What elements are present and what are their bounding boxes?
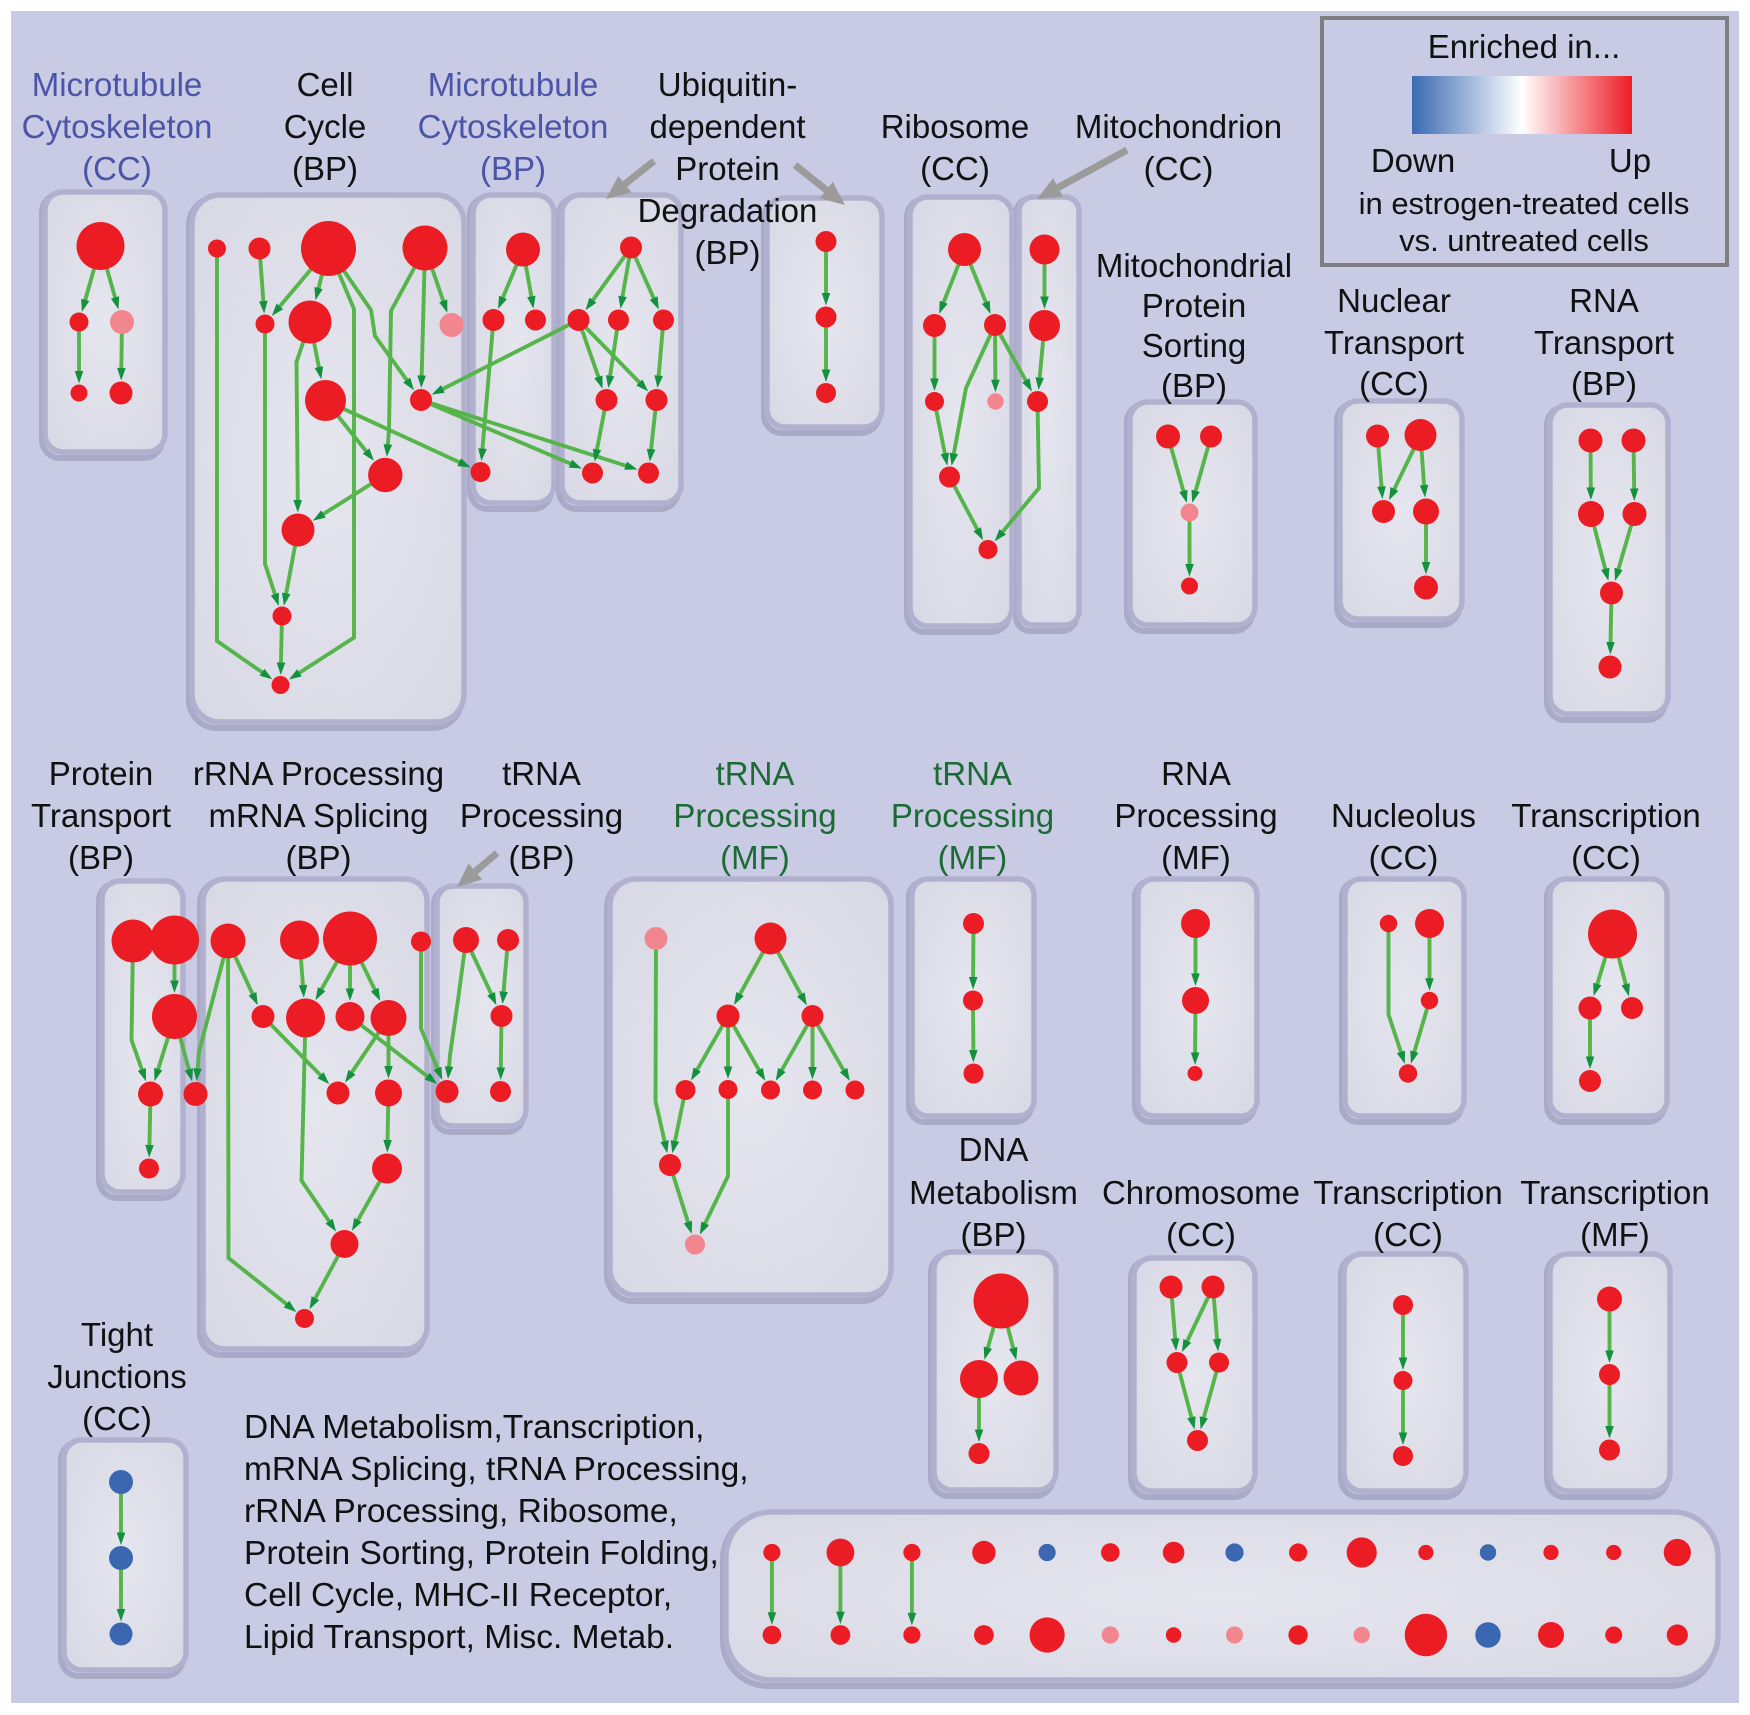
svg-text:Protein: Protein <box>675 150 780 187</box>
svg-text:Sorting: Sorting <box>1142 327 1247 364</box>
svg-text:(MF): (MF) <box>938 839 1008 876</box>
svg-text:Chromosome: Chromosome <box>1102 1174 1300 1211</box>
svg-text:(CC): (CC) <box>1144 150 1214 187</box>
svg-text:Down: Down <box>1371 142 1455 179</box>
svg-text:Mitochondrial: Mitochondrial <box>1096 247 1292 284</box>
svg-text:vs. untreated cells: vs. untreated cells <box>1399 223 1649 258</box>
svg-text:Cytoskeleton: Cytoskeleton <box>22 108 213 145</box>
svg-text:Enriched in...: Enriched in... <box>1428 28 1621 65</box>
svg-text:mRNA Splicing: mRNA Splicing <box>208 797 428 834</box>
svg-text:(BP): (BP) <box>509 839 575 876</box>
svg-text:Nuclear: Nuclear <box>1337 282 1451 319</box>
svg-text:dependent: dependent <box>650 108 806 145</box>
svg-text:in estrogen-treated cells: in estrogen-treated cells <box>1359 186 1690 221</box>
svg-text:(BP): (BP) <box>480 150 546 187</box>
svg-text:Processing: Processing <box>1114 797 1277 834</box>
svg-text:(CC): (CC) <box>1571 839 1641 876</box>
svg-text:Processing: Processing <box>460 797 623 834</box>
svg-text:Ribosome: Ribosome <box>881 108 1030 145</box>
svg-text:(CC): (CC) <box>82 1400 152 1437</box>
svg-text:tRNA: tRNA <box>502 755 581 792</box>
svg-text:Cell: Cell <box>297 66 354 103</box>
svg-text:Degradation: Degradation <box>638 192 818 229</box>
svg-text:RNA: RNA <box>1569 282 1639 319</box>
svg-text:(MF): (MF) <box>720 839 790 876</box>
svg-text:Junctions: Junctions <box>47 1358 186 1395</box>
svg-text:(BP): (BP) <box>68 839 134 876</box>
svg-text:Mitochondrion: Mitochondrion <box>1075 108 1282 145</box>
svg-text:Transcription: Transcription <box>1313 1174 1503 1211</box>
svg-text:rRNA Processing: rRNA Processing <box>193 755 444 792</box>
svg-text:Cell Cycle, MHC-II Receptor,: Cell Cycle, MHC-II Receptor, <box>244 1577 672 1614</box>
svg-text:Transport: Transport <box>1534 324 1674 361</box>
svg-text:rRNA Processing, Ribosome,: rRNA Processing, Ribosome, <box>244 1493 678 1530</box>
svg-text:Transcription: Transcription <box>1520 1174 1710 1211</box>
svg-text:Transport: Transport <box>1324 324 1464 361</box>
svg-text:(MF): (MF) <box>1161 839 1231 876</box>
svg-text:mRNA Splicing, tRNA Processing: mRNA Splicing, tRNA Processing, <box>244 1451 749 1488</box>
svg-text:(BP): (BP) <box>1571 365 1637 402</box>
svg-text:Ubiquitin-: Ubiquitin- <box>658 66 797 103</box>
svg-text:Protein: Protein <box>49 755 154 792</box>
svg-text:Processing: Processing <box>673 797 836 834</box>
svg-text:tRNA: tRNA <box>933 755 1012 792</box>
svg-text:Transcription: Transcription <box>1511 797 1701 834</box>
svg-text:(BP): (BP) <box>1161 367 1227 404</box>
svg-text:RNA: RNA <box>1161 755 1231 792</box>
svg-text:Up: Up <box>1609 142 1651 179</box>
svg-text:Tight: Tight <box>81 1316 153 1353</box>
svg-text:(CC): (CC) <box>82 150 152 187</box>
svg-text:Nucleolus: Nucleolus <box>1331 797 1476 834</box>
svg-text:(CC): (CC) <box>920 150 990 187</box>
svg-text:(BP): (BP) <box>695 234 761 271</box>
svg-text:Protein: Protein <box>1142 287 1247 324</box>
svg-text:(CC): (CC) <box>1359 365 1429 402</box>
svg-text:(BP): (BP) <box>961 1216 1027 1253</box>
svg-text:Cytoskeleton: Cytoskeleton <box>418 108 609 145</box>
svg-text:(BP): (BP) <box>292 150 358 187</box>
svg-text:DNA: DNA <box>959 1131 1029 1168</box>
svg-text:(CC): (CC) <box>1166 1216 1236 1253</box>
svg-text:Processing: Processing <box>891 797 1054 834</box>
svg-text:(BP): (BP) <box>286 839 352 876</box>
svg-text:Lipid Transport, Misc. Metab.: Lipid Transport, Misc. Metab. <box>244 1619 674 1656</box>
svg-text:DNA Metabolism,Transcription,: DNA Metabolism,Transcription, <box>244 1409 704 1446</box>
svg-text:Transport: Transport <box>31 797 171 834</box>
svg-text:Protein Sorting, Protein Foldi: Protein Sorting, Protein Folding, <box>244 1535 719 1572</box>
svg-text:Metabolism: Metabolism <box>909 1174 1078 1211</box>
svg-text:(MF): (MF) <box>1580 1216 1650 1253</box>
svg-text:Cycle: Cycle <box>284 108 367 145</box>
svg-text:Microtubule: Microtubule <box>428 66 599 103</box>
svg-text:(CC): (CC) <box>1369 839 1439 876</box>
svg-text:Microtubule: Microtubule <box>32 66 203 103</box>
svg-text:tRNA: tRNA <box>716 755 795 792</box>
svg-text:(CC): (CC) <box>1373 1216 1443 1253</box>
